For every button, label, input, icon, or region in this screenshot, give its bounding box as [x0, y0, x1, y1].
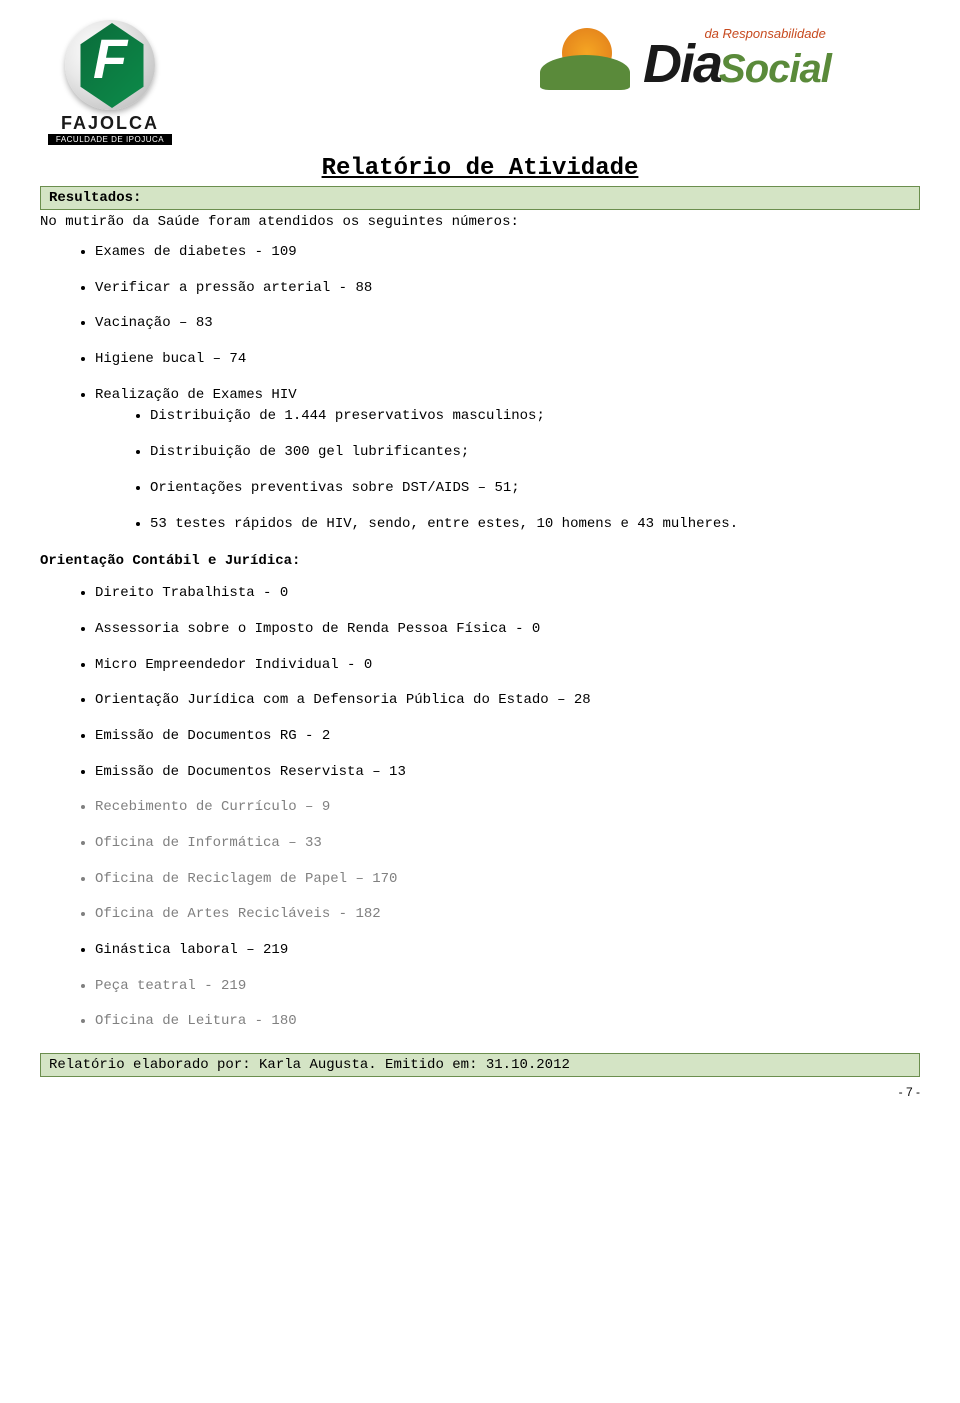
list-item: Ginástica laboral – 219 [95, 940, 920, 962]
list-item: Exames de diabetes - 109 [95, 242, 920, 264]
list-item: Recebimento de Currículo – 9 [95, 797, 920, 819]
footer-info: Relatório elaborado por: Karla Augusta. … [40, 1053, 920, 1077]
list-item: Peça teatral - 219 [95, 976, 920, 998]
list-item: Emissão de Documentos RG - 2 [95, 726, 920, 748]
fajolca-subtitle: FACULDADE DE IPOJUCA [48, 134, 172, 145]
dia-word: Dia [643, 33, 721, 95]
list-item: Distribuição de 300 gel lubrificantes; [150, 442, 920, 464]
list-item: Direito Trabalhista - 0 [95, 583, 920, 605]
list-item: Assessoria sobre o Imposto de Renda Pess… [95, 619, 920, 641]
intro-text: No mutirão da Saúde foram atendidos os s… [40, 214, 920, 230]
document-title: Relatório de Atividade [40, 155, 920, 182]
page-header: FAJOLCA FACULDADE DE IPOJUCA da Responsa… [40, 20, 920, 145]
list-item: Oficina de Reciclagem de Papel – 170 [95, 869, 920, 891]
list-item: Higiene bucal – 74 [95, 349, 920, 371]
list-item: Oficina de Leitura - 180 [95, 1011, 920, 1033]
list-item: Micro Empreendedor Individual - 0 [95, 655, 920, 677]
list-item: Distribuição de 1.444 preservativos masc… [150, 406, 920, 428]
list-item: Orientação Jurídica com a Defensoria Púb… [95, 690, 920, 712]
subsection-heading: Orientação Contábil e Jurídica: [40, 553, 920, 569]
results-section-header: Resultados: [40, 186, 920, 210]
list-item: Realização de Exames HIV Distribuição de… [95, 385, 920, 535]
fajolca-logo: FAJOLCA FACULDADE DE IPOJUCA [40, 20, 180, 145]
list-item: Orientações preventivas sobre DST/AIDS –… [150, 478, 920, 500]
social-word: Social [719, 47, 831, 92]
page-number: - 7 - [40, 1085, 920, 1099]
sun-hill-icon [540, 20, 635, 100]
list-item: Oficina de Artes Recicláveis - 182 [95, 904, 920, 926]
hiv-sublist: Distribuição de 1.444 preservativos masc… [95, 406, 920, 535]
fajolca-emblem-icon [65, 20, 155, 110]
list-item: 53 testes rápidos de HIV, sendo, entre e… [150, 514, 920, 536]
list-item: Verificar a pressão arterial - 88 [95, 278, 920, 300]
juridica-list: Direito Trabalhista - 0 Assessoria sobre … [40, 583, 920, 1033]
list-item-label: Realização de Exames HIV [95, 387, 297, 403]
dia-social-logo: da Responsabilidade Dia Social [540, 20, 920, 100]
list-item: Oficina de Informática – 33 [95, 833, 920, 855]
saude-list: Exames de diabetes - 109 Verificar a pre… [40, 242, 920, 535]
list-item: Emissão de Documentos Reservista – 13 [95, 762, 920, 784]
fajolca-name: FAJOLCA [61, 113, 159, 134]
list-item: Vacinação – 83 [95, 313, 920, 335]
